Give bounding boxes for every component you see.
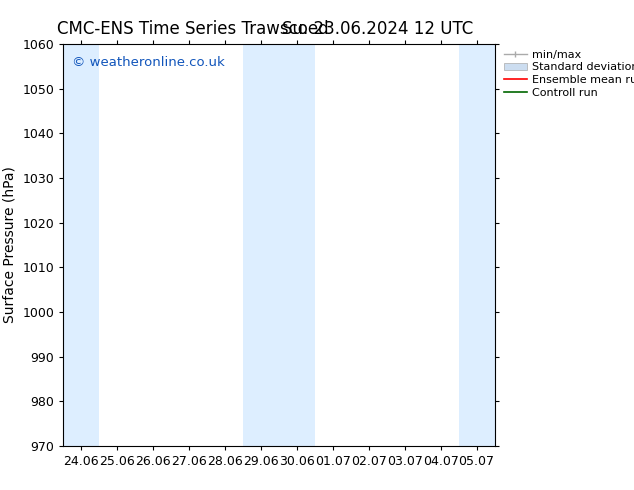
Bar: [63, 44, 100, 446]
Text: © weatheronline.co.uk: © weatheronline.co.uk: [72, 56, 225, 69]
Y-axis label: Surface Pressure (hPa): Surface Pressure (hPa): [3, 167, 17, 323]
Text: Su. 23.06.2024 12 UTC: Su. 23.06.2024 12 UTC: [283, 20, 474, 38]
Bar: [243, 44, 315, 446]
Legend: min/max, Standard deviation, Ensemble mean run, Controll run: min/max, Standard deviation, Ensemble me…: [505, 49, 634, 98]
Text: CMC-ENS Time Series Trawscoed: CMC-ENS Time Series Trawscoed: [57, 20, 328, 38]
Bar: [458, 44, 495, 446]
